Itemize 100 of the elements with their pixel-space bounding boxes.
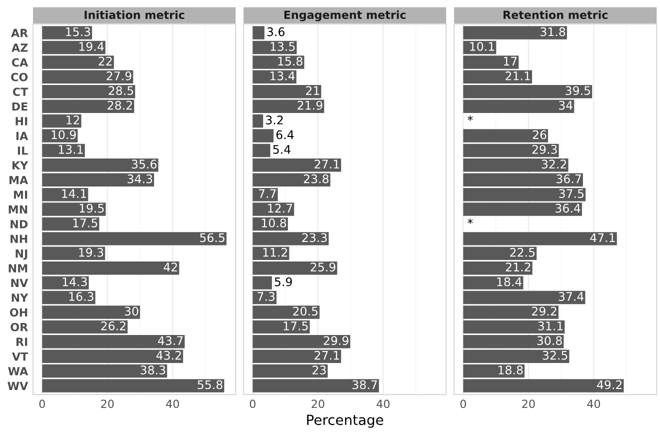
y-tick-label: NY <box>12 294 28 302</box>
data-label: 25.9 <box>310 262 336 272</box>
x-tick-label: 40 <box>587 400 600 408</box>
data-label: 14.3 <box>62 277 87 286</box>
data-label: 21.2 <box>506 262 530 272</box>
data-label: 31.8 <box>540 27 566 36</box>
x-tick-label: 20 <box>522 400 535 408</box>
y-tick-label: NH <box>10 234 28 243</box>
text: * <box>468 218 473 224</box>
y-tick-label: HI <box>16 117 28 126</box>
data-label: 5.4 <box>273 145 290 154</box>
y-tick-label: OR <box>10 322 28 332</box>
data-label: 3.2 <box>266 116 283 124</box>
data-label: 11.2 <box>263 248 288 257</box>
x-tick-label: 20 <box>101 400 114 408</box>
x-tick-label: 0 <box>39 400 45 408</box>
data-label: 14.1 <box>62 189 86 198</box>
data-label: 42 <box>164 262 177 272</box>
data-label: 21.9 <box>298 100 322 110</box>
data-label: 12 <box>66 116 80 124</box>
x-tick-label: 0 <box>460 400 466 408</box>
data-label: 23 <box>312 366 326 374</box>
data-label: 12.7 <box>268 204 292 213</box>
y-tick-label: OH <box>10 308 28 317</box>
data-label: 23.8 <box>304 174 329 184</box>
data-label: 19.5 <box>80 204 104 213</box>
data-label: 30 <box>124 306 138 316</box>
data-label: 49.2 <box>597 380 622 390</box>
chart-title: Engagement metric <box>284 10 406 22</box>
y-tick-label: NJ <box>16 250 28 260</box>
data-label: 30.8 <box>537 336 562 346</box>
data-label: 29.2 <box>532 306 556 316</box>
data-label: 19.3 <box>79 248 104 257</box>
data-label: 26 <box>532 130 546 140</box>
data-label: 21 <box>306 86 320 95</box>
data-label: 17 <box>504 56 517 66</box>
y-tick-label: MN <box>8 205 28 214</box>
data-label: 34.3 <box>128 174 152 184</box>
data-label: 32.2 <box>542 160 566 169</box>
data-label: 36.7 <box>556 174 581 184</box>
y-tick-label: WV <box>8 382 28 390</box>
data-label: 28.5 <box>108 86 134 96</box>
data-label: 18.4 <box>497 277 522 286</box>
data-label: 22 <box>98 56 112 66</box>
y-tick-label: NV <box>11 278 28 288</box>
data-label: 27.1 <box>314 160 339 168</box>
data-label: 21.1 <box>506 71 530 80</box>
y-tick-label: IL <box>18 146 28 155</box>
data-label: 6.4 <box>276 130 294 140</box>
data-label: 29.3 <box>532 144 557 154</box>
data-label: 17.5 <box>284 322 308 330</box>
x-axis-title: Percentage <box>307 414 384 428</box>
data-label: 47.1 <box>590 233 615 242</box>
chart-title: Retention metric <box>504 10 608 20</box>
data-label: 13.5 <box>270 42 295 51</box>
data-label: 18.8 <box>498 366 523 374</box>
y-tick-label: IA <box>16 132 28 140</box>
data-label: 38.7 <box>352 380 377 390</box>
data-label: 23.3 <box>302 233 327 242</box>
data-label: 15.8 <box>278 56 302 66</box>
data-label: 17.5 <box>73 218 98 228</box>
y-tick-label: WA <box>8 367 28 376</box>
data-label: 10.1 <box>470 42 494 51</box>
y-tick-label: CA <box>12 58 28 67</box>
data-label: 28.2 <box>108 100 132 110</box>
y-tick-label: DE <box>12 102 28 111</box>
data-label: 15.3 <box>66 27 90 36</box>
y-tick-label: AZ <box>12 44 28 52</box>
x-tick-label: 0 <box>250 400 256 408</box>
data-label: 43.7 <box>158 336 183 346</box>
data-label: 26.2 <box>101 321 126 330</box>
data-label: 7.3 <box>258 292 275 301</box>
data-label: 43.2 <box>156 350 181 360</box>
y-tick-label: ND <box>10 220 28 228</box>
y-tick-label: RI <box>16 338 28 346</box>
data-label: 27.1 <box>314 350 339 360</box>
y-tick-label: MA <box>10 176 28 184</box>
data-label: 56.5 <box>200 233 224 242</box>
x-tick-label: 40 <box>376 400 390 408</box>
y-tick-label: KY <box>12 161 28 170</box>
data-label: 29.9 <box>324 336 348 346</box>
y-tick-label: CO <box>11 72 28 82</box>
y-tick-label: MI <box>14 190 28 199</box>
y-tick-label: AR <box>11 28 28 38</box>
data-label: 22.5 <box>510 248 535 257</box>
data-label: 27.9 <box>106 71 132 80</box>
data-label: 37.5 <box>559 189 584 198</box>
text: * <box>468 116 473 121</box>
data-label: 31.1 <box>538 321 563 330</box>
data-label: 10.8 <box>262 218 286 228</box>
data-label: 38.3 <box>140 366 166 374</box>
x-tick-label: 20 <box>312 400 324 408</box>
x-tick-label: 40 <box>166 400 179 408</box>
y-tick-label: VT <box>12 352 28 361</box>
data-label: 39.5 <box>566 86 590 96</box>
data-label: 55.8 <box>198 380 222 390</box>
y-tick-label: CT <box>12 88 28 96</box>
data-label: 16.3 <box>69 292 94 301</box>
data-label: 20.5 <box>293 306 318 316</box>
data-label: 3.6 <box>267 27 284 36</box>
